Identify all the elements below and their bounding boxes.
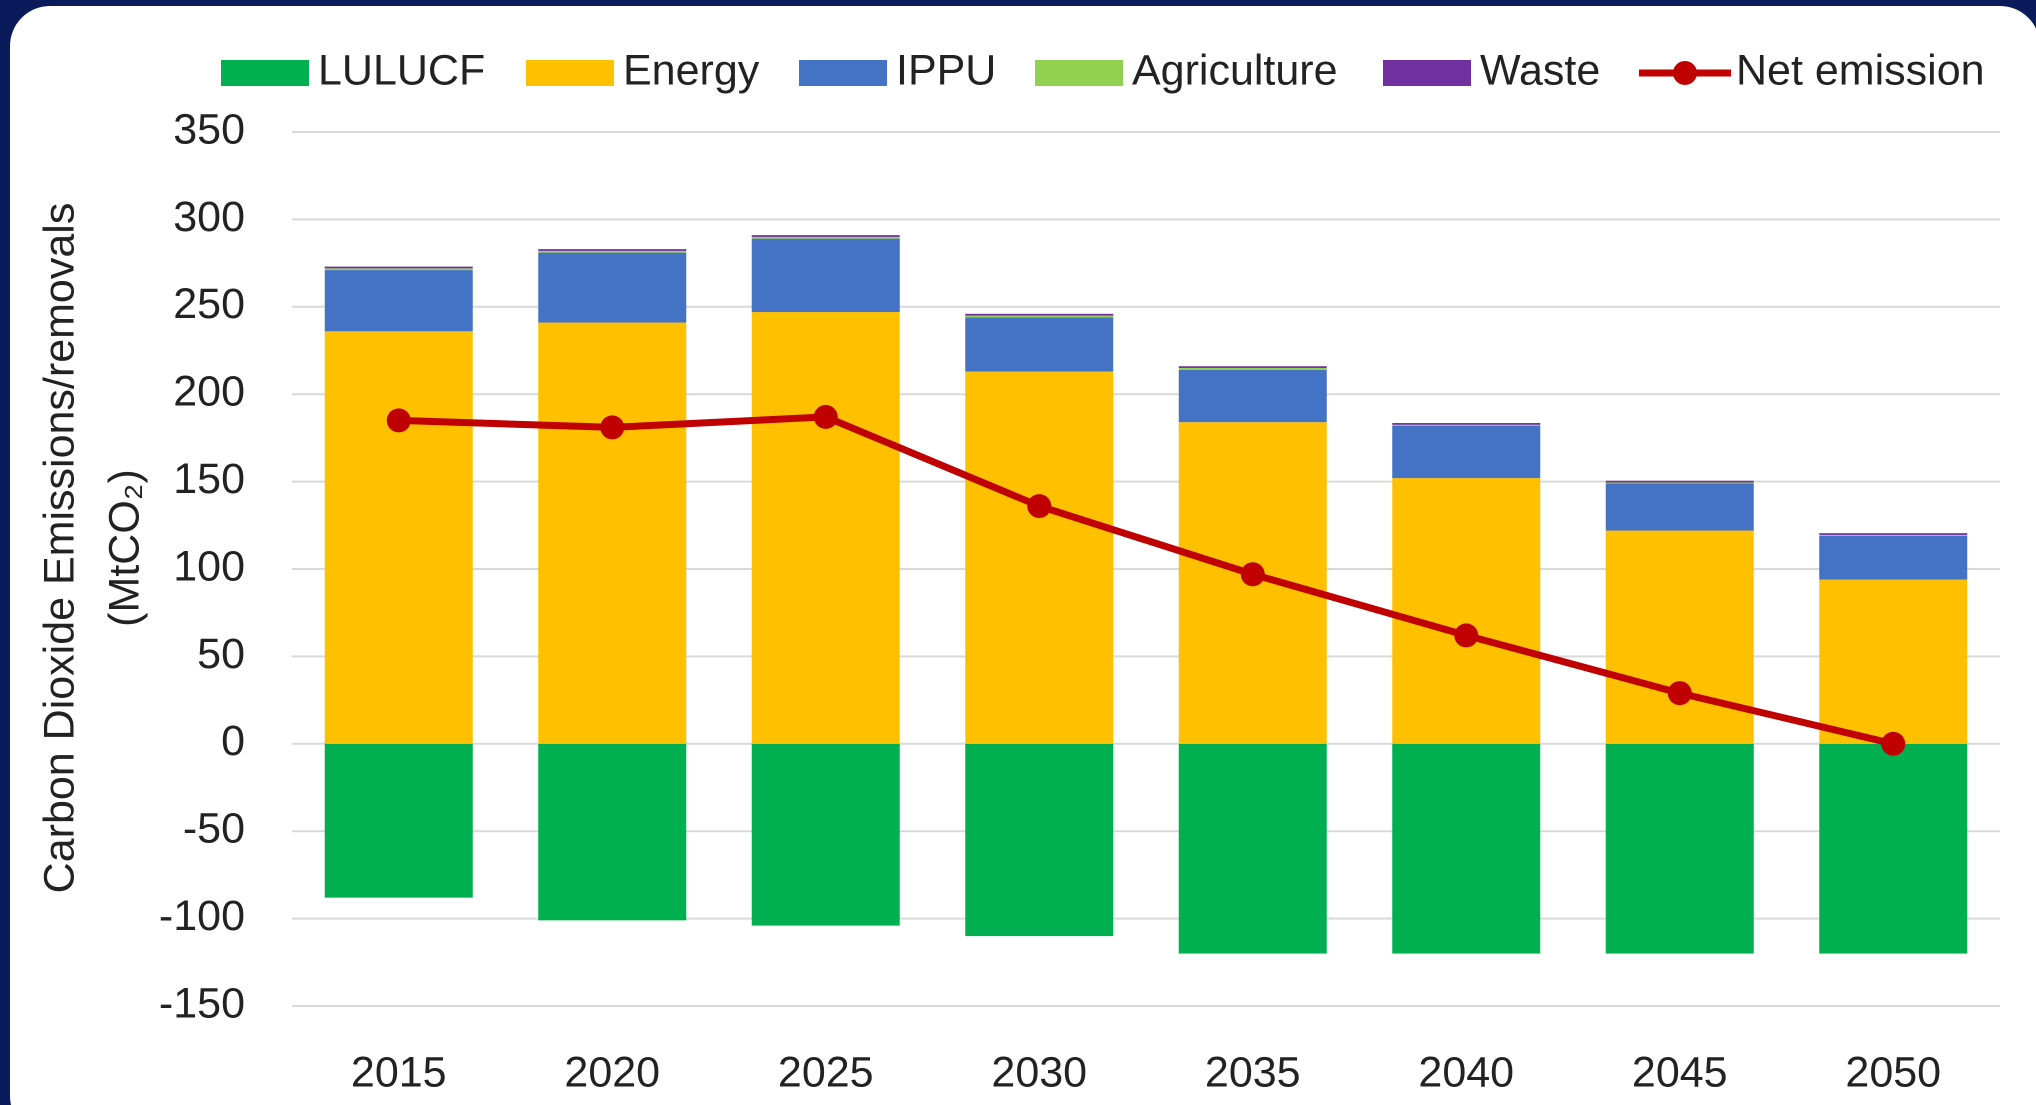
x-tick-label: 2035: [1205, 1048, 1301, 1096]
net-marker: [1667, 681, 1692, 706]
y-tick-label: -50: [183, 805, 245, 853]
net-marker: [386, 408, 411, 433]
net-marker: [813, 404, 838, 429]
bar-segment: [1819, 579, 1968, 744]
bar-segment: [1819, 535, 1968, 580]
bar-segment: [1819, 743, 1968, 954]
x-tick-label: 2020: [564, 1048, 660, 1096]
bar-segment: [751, 236, 900, 239]
bar-segment: [751, 312, 900, 744]
bar-segment: [1605, 482, 1754, 484]
bar-segment: [1605, 480, 1754, 483]
bar-segment: [1392, 743, 1541, 954]
y-tick-label: 250: [173, 280, 245, 328]
y-axis-label: Carbon Dioxide Emissions/removals: [35, 203, 83, 894]
x-tick-label: 2025: [778, 1048, 874, 1096]
bar-segment: [965, 371, 1114, 744]
legend-label: IPPU: [896, 46, 996, 94]
legend-label: Agriculture: [1132, 46, 1338, 94]
bar-segment: [1178, 369, 1327, 423]
y-tick-label: -150: [159, 979, 245, 1027]
bar-segment: [1605, 743, 1754, 954]
net-marker: [1454, 623, 1479, 648]
x-tick-label: 2040: [1418, 1048, 1514, 1096]
bar-segment: [965, 317, 1114, 372]
bar-segment: [1819, 533, 1968, 535]
legend-label: Energy: [623, 46, 760, 94]
bar-segment: [1392, 478, 1541, 744]
bar-segment: [538, 249, 687, 251]
y-tick-label: -100: [159, 892, 245, 940]
x-tick-label: 2050: [1845, 1048, 1941, 1096]
bar-segment: [324, 331, 473, 744]
bar-segment: [1178, 743, 1327, 954]
y-tick-label: 100: [173, 542, 245, 590]
bar-segment: [1178, 366, 1327, 368]
y-tick-label: 0: [221, 717, 245, 765]
x-tick-label: 2015: [351, 1048, 447, 1096]
bar-segment: [324, 266, 473, 269]
legend-label: LULUCF: [318, 46, 485, 94]
bar-segment: [965, 743, 1114, 937]
y-tick-label: 50: [197, 630, 245, 678]
bar-segment: [324, 270, 473, 332]
y-tick-label: 150: [173, 455, 245, 503]
legend-label: Waste: [1480, 46, 1600, 94]
bar-segment: [538, 250, 687, 253]
legend-swatch: [221, 60, 309, 86]
bar-segment: [324, 268, 473, 271]
bar-segment: [751, 238, 900, 313]
bar-segment: [1392, 423, 1541, 425]
bar-segment: [1819, 534, 1968, 536]
legend-swatch: [1035, 60, 1123, 86]
bar-segment: [1392, 425, 1541, 479]
bar-segment: [1178, 367, 1327, 370]
bar-segment: [538, 322, 687, 744]
x-tick-label: 2030: [991, 1048, 1087, 1096]
legend-marker: [1673, 61, 1697, 85]
legend-swatch: [526, 60, 614, 86]
net-marker: [1240, 562, 1265, 587]
bar-segment: [1605, 483, 1754, 531]
legend-label: Net emission: [1736, 46, 1985, 94]
bar-segment: [751, 235, 900, 237]
bar-segment: [538, 743, 687, 921]
bar-segment: [965, 315, 1114, 318]
y-axis-label: (MtCO₂): [100, 469, 148, 627]
bar-segment: [1605, 530, 1754, 744]
bar-segment: [1392, 424, 1541, 426]
net-marker: [1881, 731, 1906, 756]
y-tick-label: 350: [173, 105, 245, 153]
bar-segment: [324, 743, 473, 898]
net-marker: [1027, 494, 1052, 519]
legend-swatch: [799, 60, 887, 86]
x-tick-label: 2045: [1632, 1048, 1728, 1096]
net-marker: [600, 415, 625, 440]
bar-segment: [965, 313, 1114, 316]
bar-segment: [751, 743, 900, 926]
legend-swatch: [1383, 60, 1471, 86]
y-tick-label: 300: [173, 193, 245, 241]
y-tick-label: 200: [173, 368, 245, 416]
net-line: [398, 413, 1895, 748]
bar-segment: [538, 252, 687, 323]
